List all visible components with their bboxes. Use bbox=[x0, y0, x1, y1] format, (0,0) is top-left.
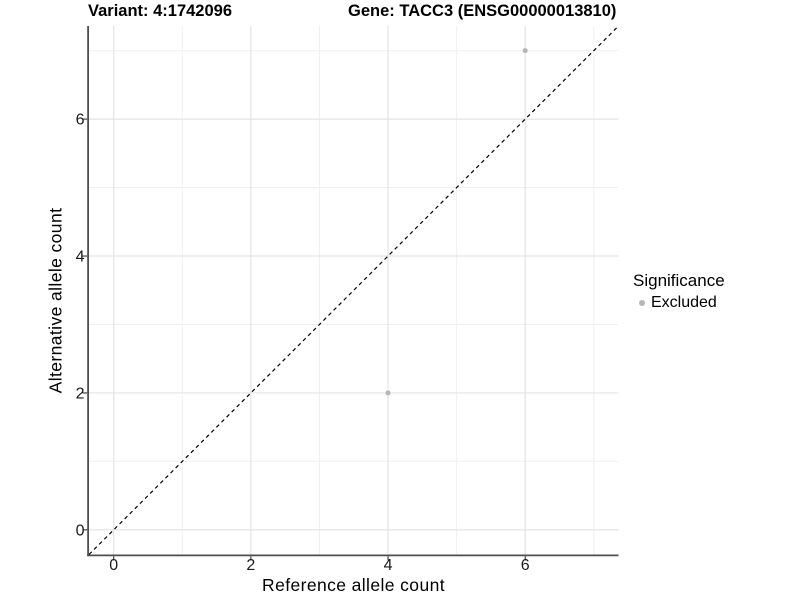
y-tick-label: 2 bbox=[76, 385, 85, 402]
data-point bbox=[385, 390, 391, 396]
legend-key-dot bbox=[639, 300, 645, 306]
x-tick-label: 4 bbox=[384, 557, 393, 574]
y-tick-label: 6 bbox=[76, 112, 85, 129]
legend: Significance Excluded bbox=[633, 271, 725, 312]
y-tick-label: 4 bbox=[76, 249, 85, 266]
legend-item-excluded: Excluded bbox=[633, 294, 725, 312]
data-point bbox=[522, 48, 528, 54]
legend-title: Significance bbox=[633, 271, 725, 290]
identity-line bbox=[88, 25, 619, 555]
y-tick-label: 0 bbox=[76, 522, 85, 539]
plot-title-gene: Gene: TACC3 (ENSG00000013810) bbox=[348, 2, 617, 20]
legend-item-label: Excluded bbox=[651, 294, 717, 311]
x-tick-label: 6 bbox=[521, 557, 530, 574]
x-tick-label: 0 bbox=[109, 557, 118, 574]
y-axis-title: Alternative allele count bbox=[45, 207, 66, 394]
x-tick-label: 2 bbox=[246, 557, 255, 574]
plot-title-variant: Variant: 4:1742096 bbox=[88, 2, 233, 20]
x-axis-title: Reference allele count bbox=[262, 575, 445, 595]
